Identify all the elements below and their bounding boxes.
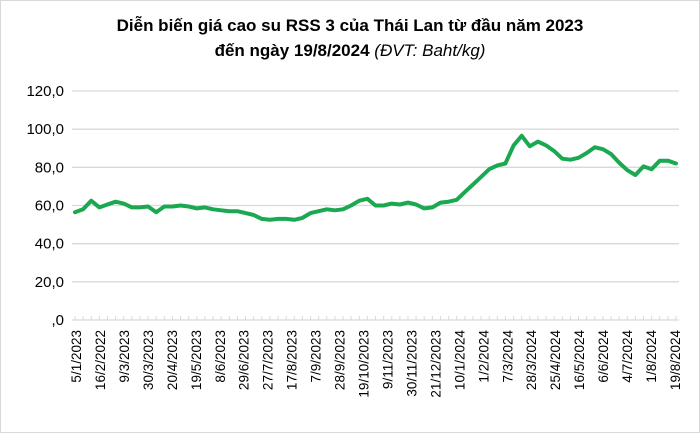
x-tick-label: 20/4/2023 [165,330,180,390]
x-tick-label: 19/8/2024 [668,330,683,391]
x-tick-label: 29/6/2023 [237,330,252,390]
x-tick-label: 19/5/2023 [189,330,204,390]
x-tick-label: 8/6/2023 [213,330,228,383]
x-tick-label: 30/3/2023 [141,330,156,390]
x-tick-label: 9/3/2023 [117,330,132,383]
x-tick-label: 6/6/2024 [596,330,611,383]
x-tick-label: 7/3/2024 [500,330,515,383]
y-tick-label: 100,0 [26,121,64,138]
y-axis-ticks: 120,0 100,0 80,0 60,0 40,0 20,0 ,0 [26,83,64,329]
x-tick-label: 4/7/2024 [620,330,635,383]
y-tick-label: 120,0 [26,83,64,100]
x-tick-label: 5/1/2023 [69,330,84,383]
y-tick-label: 80,0 [35,159,64,176]
gridlines [72,90,679,283]
x-tick-label: 1/2/2024 [476,330,491,383]
chart-title-line2: đến ngày 19/8/2024 (ĐVT: Baht/kg) [0,38,700,63]
x-tick-label: 10/1/2024 [452,330,467,391]
x-tick-label: 1/8/2024 [644,330,659,383]
y-tick-label: ,0 [51,312,64,329]
x-tick-label: 16/2/2022 [93,330,108,390]
x-tick-label: 25/4/2024 [548,330,563,391]
y-tick-label: 40,0 [35,236,64,253]
y-tick-label: 20,0 [35,274,64,291]
chart-title-line1: Diễn biến giá cao su RSS 3 của Thái Lan … [116,16,584,35]
x-tick-label: 9/11/2023 [380,330,395,389]
y-tick-label: 60,0 [35,198,64,215]
x-tick-label: 19/10/2023 [357,330,372,398]
x-axis-tick-labels: 5/1/2023 16/2/2022 9/3/2023 30/3/2023 20/4/2… [69,330,683,398]
x-tick-label: 28/3/2024 [524,330,539,391]
x-tick-label: 28/9/2023 [333,330,348,390]
x-tick-label: 7/9/2023 [309,330,324,383]
chart-title: Diễn biến giá cao su RSS 3 của Thái Lan … [0,13,700,63]
x-axis [72,316,679,321]
chart-title-date: đến ngày 19/8/2024 [214,41,370,60]
x-tick-label: 17/8/2023 [285,330,300,390]
x-tick-label: 21/12/2023 [428,330,443,398]
chart-unit-note: (ĐVT: Baht/kg) [374,41,486,60]
series-line-rss3 [73,133,678,222]
x-tick-label: 30/11/2023 [404,330,419,397]
x-tick-label: 16/5/2024 [572,330,587,391]
x-tick-label: 27/7/2023 [261,330,276,390]
